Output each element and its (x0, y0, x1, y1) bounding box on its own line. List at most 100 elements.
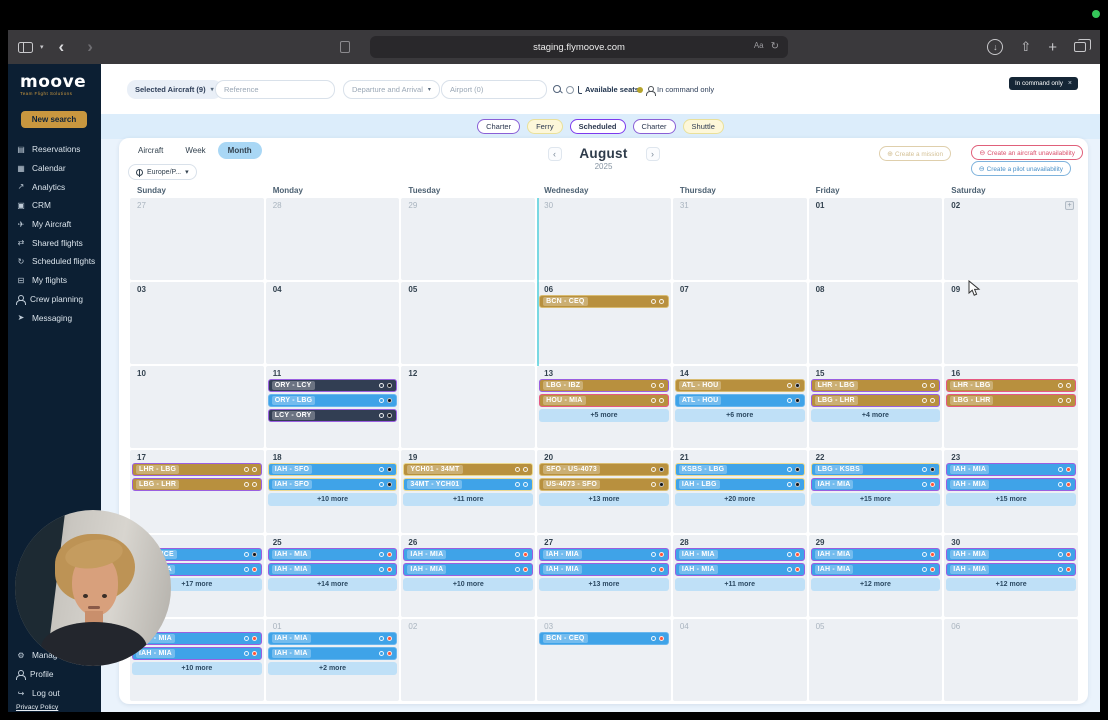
filter-pill-shuttle-4[interactable]: Shuttle (682, 119, 724, 134)
day-cell-28[interactable]: 28 IAH - MIA IAH - MIA +11 more (672, 534, 807, 617)
flight-event[interactable]: ORY - LCY (267, 379, 398, 393)
flight-event[interactable]: IAH - MIA (403, 547, 534, 561)
flight-event[interactable]: IAH - MIA (539, 547, 669, 561)
flight-event[interactable]: LBG - KSBS (810, 463, 941, 477)
privacy-policy-link[interactable]: Privacy Policy (16, 704, 59, 711)
close-icon[interactable]: × (1067, 80, 1072, 87)
tab-week[interactable]: Week (185, 146, 206, 155)
more-events-button[interactable]: +14 more (267, 577, 398, 591)
day-cell-01-other[interactable]: 01 IAH - MIA IAH - MIA +2 more (265, 618, 400, 701)
more-events-button[interactable]: +12 more (946, 577, 1076, 591)
more-events-button[interactable]: +11 more (674, 577, 805, 591)
day-cell-25[interactable]: 25 IAH - MIA IAH - MIA +14 more (265, 534, 400, 617)
create-pilot-unavailability-button[interactable]: ⊖ Create a pilot unavailability (970, 161, 1071, 176)
flight-event[interactable]: LCY - ORY (267, 409, 398, 423)
day-cell-13[interactable]: 13 LBG - IBZ HOU - MIA +5 more (537, 366, 671, 449)
day-cell-29[interactable]: 29 IAH - MIA IAH - MIA +12 more (808, 534, 943, 617)
day-cell-05[interactable]: 05 (401, 282, 536, 365)
more-events-button[interactable]: +12 more (810, 577, 941, 591)
day-cell-06-other[interactable]: 06 (944, 618, 1078, 701)
flight-event[interactable]: IAH - MIA (132, 631, 262, 645)
sidebar-item-my-flights[interactable]: ⊟ My flights (16, 271, 95, 290)
filter-pill-charter-3[interactable]: Charter (632, 119, 676, 134)
flight-event[interactable]: LBG - LHR (946, 394, 1076, 408)
tab-aircraft[interactable]: Aircraft (138, 146, 164, 155)
flight-event[interactable]: LBG - LHR (132, 478, 262, 492)
next-month-button[interactable]: › (645, 147, 660, 161)
flight-event[interactable]: IAH - MIA (946, 463, 1076, 477)
flight-event[interactable]: ATL - HOU (674, 394, 805, 408)
more-events-button[interactable]: +10 more (132, 661, 262, 675)
flight-event[interactable]: LBG - IBZ (539, 379, 669, 393)
new-search-button[interactable]: New search (21, 111, 87, 128)
address-bar[interactable]: staging.flymoove.com Aa ↻ (370, 36, 788, 58)
airport-input[interactable] (441, 80, 547, 99)
day-cell-27[interactable]: 27 IAH - MIA IAH - MIA +13 more (537, 534, 671, 617)
previous-month-button[interactable]: ‹ (547, 147, 562, 161)
flight-event[interactable]: IAH - MIA (132, 646, 262, 660)
day-cell-22[interactable]: 22 LBG - KSBS IAH - MIA +15 more (808, 450, 943, 533)
add-event-icon[interactable]: + (1064, 201, 1074, 210)
tab-overview-icon[interactable] (1074, 39, 1091, 52)
flight-event[interactable]: IAH - SFO (267, 478, 398, 492)
flight-event[interactable]: IAH - MIA (946, 478, 1076, 492)
flight-event[interactable]: LHR - LBG (946, 379, 1076, 393)
flight-event[interactable]: BCN - CEQ (539, 631, 669, 645)
create-mission-button[interactable]: ⊕ Create a mission (879, 146, 951, 161)
day-cell-26[interactable]: 26 IAH - MIA IAH - MIA +10 more (401, 534, 536, 617)
day-cell-16[interactable]: 16 LHR - LBG LBG - LHR (944, 366, 1078, 449)
filter-pill-ferry-1[interactable]: Ferry (527, 119, 563, 134)
flight-event[interactable]: IAH - MIA (946, 562, 1076, 576)
flight-event[interactable]: US-4073 - SFO (539, 478, 669, 492)
day-cell-02[interactable]: 02 + (944, 198, 1078, 281)
day-cell-11[interactable]: 11 ORY - LCY ORY - LBG LCY - ORY (265, 366, 400, 449)
share-icon[interactable]: ⇧ (1020, 39, 1032, 54)
day-cell-05-other[interactable]: 05 (808, 618, 943, 701)
sidebar-item-analytics[interactable]: ↗ Analytics (16, 177, 95, 196)
selected-aircraft-dropdown[interactable]: Selected Aircraft (9) ▾ (127, 80, 222, 99)
day-cell-29-other[interactable]: 29 (401, 198, 536, 281)
flight-event[interactable]: IAH - MIA (946, 547, 1076, 561)
day-cell-10[interactable]: 10 (130, 366, 264, 449)
day-cell-03[interactable]: 03 (130, 282, 264, 365)
flight-event[interactable]: HOU - MIA (539, 394, 669, 408)
day-cell-23[interactable]: 23 IAH - MIA IAH - MIA +15 more (944, 450, 1078, 533)
more-events-button[interactable]: +13 more (539, 493, 669, 507)
sidebar-footer-item-log-out[interactable]: ↪ Log out (16, 688, 60, 698)
in-command-only-toggle[interactable]: In command only (637, 80, 714, 99)
flight-event[interactable]: IAH - MIA (267, 547, 398, 561)
day-cell-09[interactable]: 09 (944, 282, 1078, 365)
more-events-button[interactable]: +4 more (810, 409, 941, 423)
day-cell-28-other[interactable]: 28 (265, 198, 400, 281)
flight-event[interactable]: KSBS - LBG (674, 463, 805, 477)
translate-icon[interactable]: Aa (753, 41, 764, 50)
new-tab-icon[interactable]: + (1048, 38, 1057, 56)
flight-event[interactable]: LHR - LBG (132, 463, 262, 477)
flight-event[interactable]: BCN - CEQ (539, 295, 669, 309)
flight-event[interactable]: SFO - US-4073 (539, 463, 669, 477)
day-cell-15[interactable]: 15 LHR - LBG LBG - LHR +4 more (808, 366, 943, 449)
more-events-button[interactable]: +13 more (539, 577, 669, 591)
flight-event[interactable]: IAH - MIA (810, 562, 941, 576)
flight-event[interactable]: IAH - MIA (267, 646, 398, 660)
day-cell-04-other[interactable]: 04 (672, 618, 807, 701)
flight-event[interactable]: IAH - MIA (539, 562, 669, 576)
day-cell-18[interactable]: 18 IAH - SFO IAH - SFO +10 more (265, 450, 400, 533)
active-filter-chip[interactable]: In command only × (1008, 77, 1078, 90)
day-cell-31-other[interactable]: 31 (672, 198, 807, 281)
day-cell-14[interactable]: 14 ATL - HOU ATL - HOU +6 more (672, 366, 807, 449)
flight-event[interactable]: ORY - LBG (267, 394, 398, 408)
flight-event[interactable]: 34MT - YCH01 (403, 478, 534, 492)
reference-input[interactable] (215, 80, 335, 99)
app-logo[interactable]: moove Team Flight Solutions (20, 72, 86, 96)
day-cell-17[interactable]: 17 LHR - LBG LBG - LHR (130, 450, 264, 533)
more-events-button[interactable]: +5 more (539, 409, 669, 423)
flight-event[interactable]: IAH - LBG (674, 478, 805, 492)
tab-month[interactable]: Month (217, 142, 262, 159)
forward-button[interactable]: › (87, 37, 93, 56)
sidebar-item-scheduled-flights[interactable]: ↻ Scheduled flights (16, 252, 96, 271)
day-cell-21[interactable]: 21 KSBS - LBG IAH - LBG +20 more (672, 450, 807, 533)
more-events-button[interactable]: +20 more (674, 493, 805, 507)
flight-event[interactable]: IAH - MIA (810, 547, 941, 561)
day-cell-20[interactable]: 20 SFO - US-4073 US-4073 - SFO +13 more (537, 450, 671, 533)
